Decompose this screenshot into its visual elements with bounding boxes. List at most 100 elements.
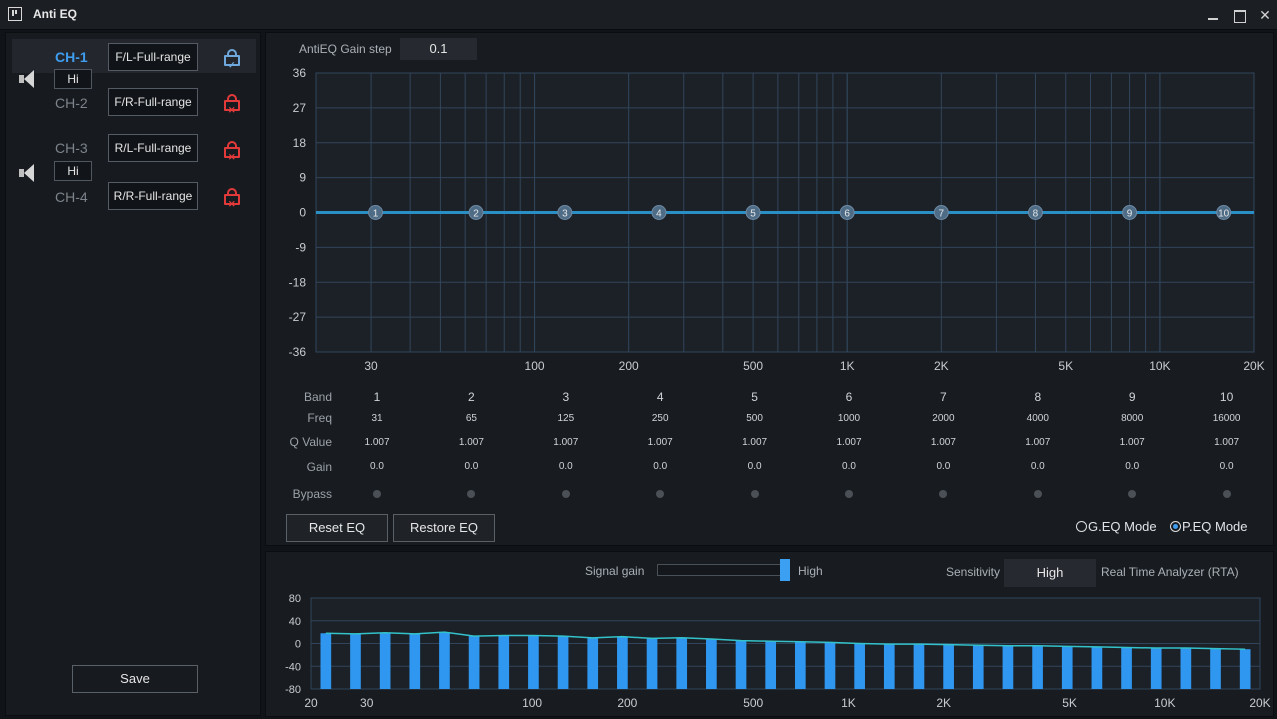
band-freq-value[interactable]: 500 — [746, 413, 763, 424]
eq-band-handle[interactable]: 5 — [745, 205, 761, 220]
band-freq-value[interactable]: 4000 — [1026, 413, 1049, 424]
channel-label-ch4[interactable]: CH-4 — [55, 189, 88, 205]
locked-icon[interactable]: ✕ — [223, 141, 241, 162]
band-q-value[interactable]: 1.007 — [364, 437, 390, 448]
band-q-value[interactable]: 1.007 — [836, 437, 862, 448]
gain-step-input[interactable]: 0.1 — [400, 38, 477, 60]
bypass-toggle[interactable] — [656, 490, 665, 498]
band-q-value[interactable]: 1.007 — [1025, 437, 1051, 448]
rta-bar — [498, 635, 510, 689]
speaker-icon[interactable] — [18, 69, 38, 89]
band-gain-value[interactable]: 0.0 — [936, 461, 951, 472]
eq-y-tick-label: 27 — [293, 101, 307, 115]
band-freq-value[interactable]: 8000 — [1121, 413, 1144, 424]
locked-icon[interactable]: ✕ — [223, 94, 241, 115]
band-freq-value[interactable]: 125 — [557, 413, 575, 424]
bypass-toggle[interactable] — [373, 490, 381, 498]
eq-band-handle-label: 7 — [939, 209, 945, 220]
locked-icon[interactable]: ✕ — [223, 188, 241, 209]
band-gain-value[interactable]: 0.0 — [1125, 461, 1140, 472]
minimize-icon[interactable] — [1204, 6, 1222, 24]
band-freq-value[interactable]: 1000 — [837, 413, 861, 424]
eq-band-handle[interactable]: 2 — [468, 205, 484, 220]
reset-eq-button[interactable]: Reset EQ — [286, 514, 388, 542]
band-gain-value[interactable]: 0.0 — [370, 461, 384, 472]
eq-band-handle[interactable]: 1 — [368, 205, 384, 220]
eq-band-handle-label: 9 — [1127, 209, 1133, 220]
channel-name-field-ch1[interactable]: F/L-Full-range — [108, 43, 198, 71]
band-gain-value[interactable]: 0.0 — [558, 461, 573, 472]
eq-band-handle[interactable]: 7 — [933, 205, 949, 220]
bypass-toggle[interactable] — [1033, 490, 1042, 498]
speaker-icon[interactable] — [18, 163, 38, 183]
band-gain-value[interactable]: 0.0 — [1219, 461, 1234, 472]
eq-y-tick-label: 18 — [293, 136, 307, 150]
band-freq-value[interactable]: 250 — [651, 413, 669, 424]
eq-band-handle[interactable]: 4 — [651, 205, 667, 220]
peq-mode-radio[interactable]: P.EQ Mode — [1170, 519, 1248, 534]
band-q-value[interactable]: 1.007 — [930, 437, 956, 448]
rta-bar — [646, 638, 658, 689]
band-q-value[interactable]: 1.007 — [458, 437, 484, 448]
eq-band-handle-circle — [1122, 205, 1138, 220]
unlocked-icon[interactable]: ✓ — [223, 49, 241, 70]
maximize-icon[interactable] — [1230, 6, 1248, 24]
save-button[interactable]: Save — [72, 665, 198, 693]
rta-bar — [1180, 648, 1192, 689]
band-gain-value[interactable]: 0.0 — [842, 461, 856, 472]
channel-name-field-ch4[interactable]: R/R-Full-range — [108, 182, 198, 210]
channel-label-ch1[interactable]: CH-1 — [55, 49, 88, 65]
hi-toggle-group-2[interactable]: Hi — [54, 161, 92, 181]
band-gain-value[interactable]: 0.0 — [1030, 461, 1045, 472]
bypass-toggle[interactable] — [1222, 490, 1231, 498]
band-number: 1 — [373, 390, 381, 404]
hi-toggle-group-1[interactable]: Hi — [54, 69, 92, 89]
band-q-value[interactable]: 1.007 — [742, 437, 768, 448]
band-freq-value[interactable]: 16000 — [1212, 413, 1241, 424]
band-number: 8 — [1034, 390, 1042, 404]
eq-band-handle[interactable]: 6 — [839, 205, 855, 220]
channel-name-field-ch3[interactable]: R/L-Full-range — [108, 134, 198, 162]
band-freq-value[interactable]: 31 — [371, 413, 383, 424]
restore-eq-button[interactable]: Restore EQ — [393, 514, 495, 542]
channel-name-field-ch2[interactable]: F/R-Full-range — [108, 88, 198, 116]
bypass-toggle[interactable] — [1128, 490, 1137, 498]
eq-band-handle[interactable]: 3 — [557, 205, 573, 220]
signal-gain-slider-handle[interactable] — [780, 559, 790, 581]
sensitivity-select[interactable]: High — [1004, 559, 1096, 587]
rta-bar — [706, 638, 717, 689]
band-freq-value[interactable]: 2000 — [932, 413, 955, 424]
eq-band-handle[interactable]: 10 — [1216, 205, 1232, 220]
rta-x-tick-label: 500 — [743, 696, 763, 710]
rta-x-tick-label: 20 — [304, 696, 318, 710]
rta-y-tick-label: 40 — [289, 616, 301, 628]
bypass-toggle[interactable] — [750, 490, 759, 498]
eq-band-handle-label: 6 — [844, 209, 850, 220]
band-freq-value[interactable]: 65 — [465, 413, 477, 424]
band-gain-value[interactable]: 0.0 — [464, 461, 479, 472]
band-q-value[interactable]: 1.007 — [1214, 437, 1240, 448]
band-q-value[interactable]: 1.007 — [647, 437, 673, 448]
bypass-toggle[interactable] — [467, 490, 476, 498]
bypass-toggle[interactable] — [561, 490, 570, 498]
eq-x-tick-label: 20K — [1243, 359, 1264, 373]
rta-bar — [617, 636, 628, 689]
bypass-toggle[interactable] — [845, 490, 853, 498]
bypass-toggle[interactable] — [939, 490, 948, 498]
eq-band-handle[interactable]: 9 — [1122, 205, 1138, 220]
close-icon[interactable]: ✕ — [1259, 7, 1271, 23]
rta-bar — [676, 637, 688, 689]
band-q-value[interactable]: 1.007 — [553, 437, 579, 448]
band-gain-value[interactable]: 0.0 — [747, 461, 762, 472]
rta-x-tick-label: 100 — [522, 696, 542, 710]
eq-band-handle[interactable]: 8 — [1027, 205, 1043, 220]
band-q-value[interactable]: 1.007 — [1119, 437, 1145, 448]
geq-mode-radio[interactable]: G.EQ Mode — [1076, 519, 1157, 534]
channel-label-ch3[interactable]: CH-3 — [55, 140, 88, 156]
rta-x-tick-label: 20K — [1249, 696, 1270, 710]
rta-y-tick-label: 0 — [295, 639, 301, 651]
channel-label-ch2[interactable]: CH-2 — [55, 95, 88, 111]
band-gain-value[interactable]: 0.0 — [653, 461, 668, 472]
